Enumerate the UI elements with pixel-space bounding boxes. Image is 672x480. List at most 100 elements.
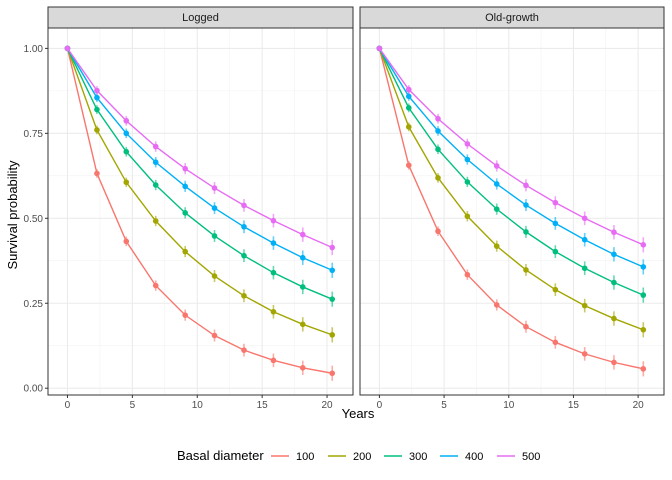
series-line-500 [66, 47, 333, 249]
data-point [493, 302, 500, 308]
data-point [552, 286, 559, 293]
data-point [464, 179, 471, 185]
data-point [464, 271, 471, 278]
series-line-100 [66, 48, 333, 374]
data-point [552, 220, 559, 227]
y-axis-title: Survival probability [5, 160, 20, 270]
data-point [182, 248, 188, 255]
x-tick-label: 15 [568, 400, 580, 411]
data-point [523, 202, 529, 208]
data-point [152, 143, 159, 150]
data-point [241, 292, 247, 299]
data-point [123, 117, 130, 124]
data-point [94, 94, 100, 101]
data-point [152, 282, 159, 289]
data-point [182, 183, 188, 190]
series-line-500 [378, 47, 644, 246]
data-point [270, 357, 277, 364]
data-point [435, 175, 441, 181]
data-point [640, 242, 647, 248]
panels-layer: Logged 0 5 10 15 20 0.00 0.25 0.50 0.75 1.00 Old-gr… [24, 6, 665, 411]
data-point [376, 45, 383, 52]
x-axis-title: Years [342, 406, 375, 421]
data-point [94, 127, 100, 133]
x-tick-label: 5 [441, 400, 447, 411]
panel-title: Old-growth [485, 12, 539, 24]
data-point [581, 236, 588, 243]
series-line-100 [378, 48, 644, 370]
data-point [211, 205, 218, 211]
data-point [493, 163, 500, 169]
data-point [493, 206, 500, 212]
legend: Basal diameter 100 200 300 400 500 [177, 448, 540, 463]
panel-border [47, 27, 354, 396]
data-point [464, 213, 471, 220]
data-point [299, 231, 306, 238]
data-point [611, 359, 617, 366]
data-point [152, 182, 159, 188]
data-point [581, 351, 588, 357]
data-point [329, 370, 336, 377]
x-tick-label: 0 [65, 400, 71, 411]
data-point [552, 248, 559, 255]
panel-title: Logged [182, 12, 219, 24]
data-point [493, 181, 500, 187]
data-point [581, 215, 588, 222]
x-tick-label: 15 [257, 400, 269, 411]
data-point [640, 264, 647, 270]
data-point [523, 229, 529, 235]
y-tick-label: 0.00 [24, 384, 44, 395]
plot-background [360, 28, 664, 395]
data-point [123, 148, 130, 155]
data-point [329, 244, 336, 251]
data-point [299, 284, 306, 290]
data-point [523, 323, 529, 330]
data-point [182, 165, 188, 172]
data-point [123, 238, 130, 245]
data-point [182, 312, 188, 318]
data-point [435, 128, 441, 134]
data-point [211, 185, 218, 191]
data-point [123, 179, 130, 186]
series-line-400 [66, 48, 333, 271]
data-point [329, 267, 336, 274]
data-point [270, 308, 277, 315]
series-line-300 [66, 48, 333, 300]
data-point [182, 210, 188, 216]
data-point [435, 228, 441, 235]
data-point [552, 199, 559, 206]
plot-background [48, 28, 353, 395]
data-point [435, 115, 441, 122]
y-tick-label: 0.50 [24, 214, 44, 225]
panel-1: Old-growth 0 5 10 15 20 [359, 6, 665, 411]
data-point [152, 159, 159, 166]
data-point [405, 162, 412, 169]
data-point [405, 124, 412, 130]
y-tick-label: 0.25 [24, 299, 44, 310]
x-tick-label: 20 [633, 400, 645, 411]
data-point [211, 233, 218, 239]
x-tick-label: 0 [377, 400, 383, 411]
series-line-300 [378, 48, 644, 296]
data-point [64, 45, 71, 52]
data-point [270, 269, 277, 276]
data-point [435, 146, 441, 153]
legend-title: Basal diameter [177, 448, 264, 463]
data-point [241, 252, 247, 259]
y-tick-label: 1.00 [24, 44, 44, 55]
data-point [329, 332, 336, 338]
legend-label-100: 100 [296, 451, 314, 463]
data-point [581, 302, 588, 309]
x-tick-label: 5 [130, 400, 136, 411]
data-point [270, 240, 277, 246]
data-point [94, 106, 100, 113]
data-point [611, 315, 617, 322]
x-tick-label: 10 [503, 400, 515, 411]
data-point [405, 93, 412, 100]
data-point [299, 254, 306, 261]
data-point [270, 217, 277, 224]
data-point [211, 273, 218, 279]
data-point [152, 218, 159, 224]
panel-border [359, 27, 665, 396]
data-point [94, 170, 100, 177]
